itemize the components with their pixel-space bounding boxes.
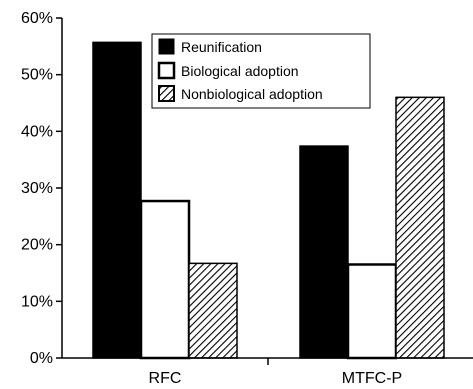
y-tick-label: 0% [30, 350, 53, 367]
y-tick-label: 20% [21, 237, 53, 254]
legend-label-reunification: Reunification [181, 39, 262, 55]
legend-swatch-reunification [158, 38, 175, 55]
x-tick-label: MTFC-P [342, 370, 402, 387]
legend-swatch-biological-adoption [157, 61, 176, 80]
bar-nonbiological-adoption-mtfc-p [395, 96, 445, 359]
bar-biological-adoption-rfc [139, 199, 191, 360]
legend-label-biological-adoption: Biological adoption [181, 63, 299, 79]
y-tick-label: 40% [21, 123, 53, 140]
bar-nonbiological-adoption-rfc [188, 262, 238, 359]
y-tick-label: 60% [21, 10, 53, 27]
legend-box [151, 33, 371, 109]
legend: Reunification Biological adoption Nonbio… [151, 33, 371, 109]
legend-swatch-nonbiological-adoption [158, 85, 175, 102]
y-axis-ticks: 0% 10% 20% 30% 40% 50% 60% [21, 10, 62, 367]
x-axis-ticks: RFC MTFC-P [149, 358, 402, 387]
bars-group [92, 41, 445, 360]
x-tick-label: RFC [149, 370, 182, 387]
y-tick-label: 50% [21, 67, 53, 84]
bar-biological-adoption-mtfc-p [346, 263, 398, 360]
y-tick-label: 10% [21, 293, 53, 310]
bar-reunification-rfc [92, 41, 142, 359]
bar-reunification-mtfc-p [299, 145, 349, 359]
legend-label-nonbiological-adoption: Nonbiological adoption [181, 86, 323, 102]
y-tick-label: 30% [21, 180, 53, 197]
